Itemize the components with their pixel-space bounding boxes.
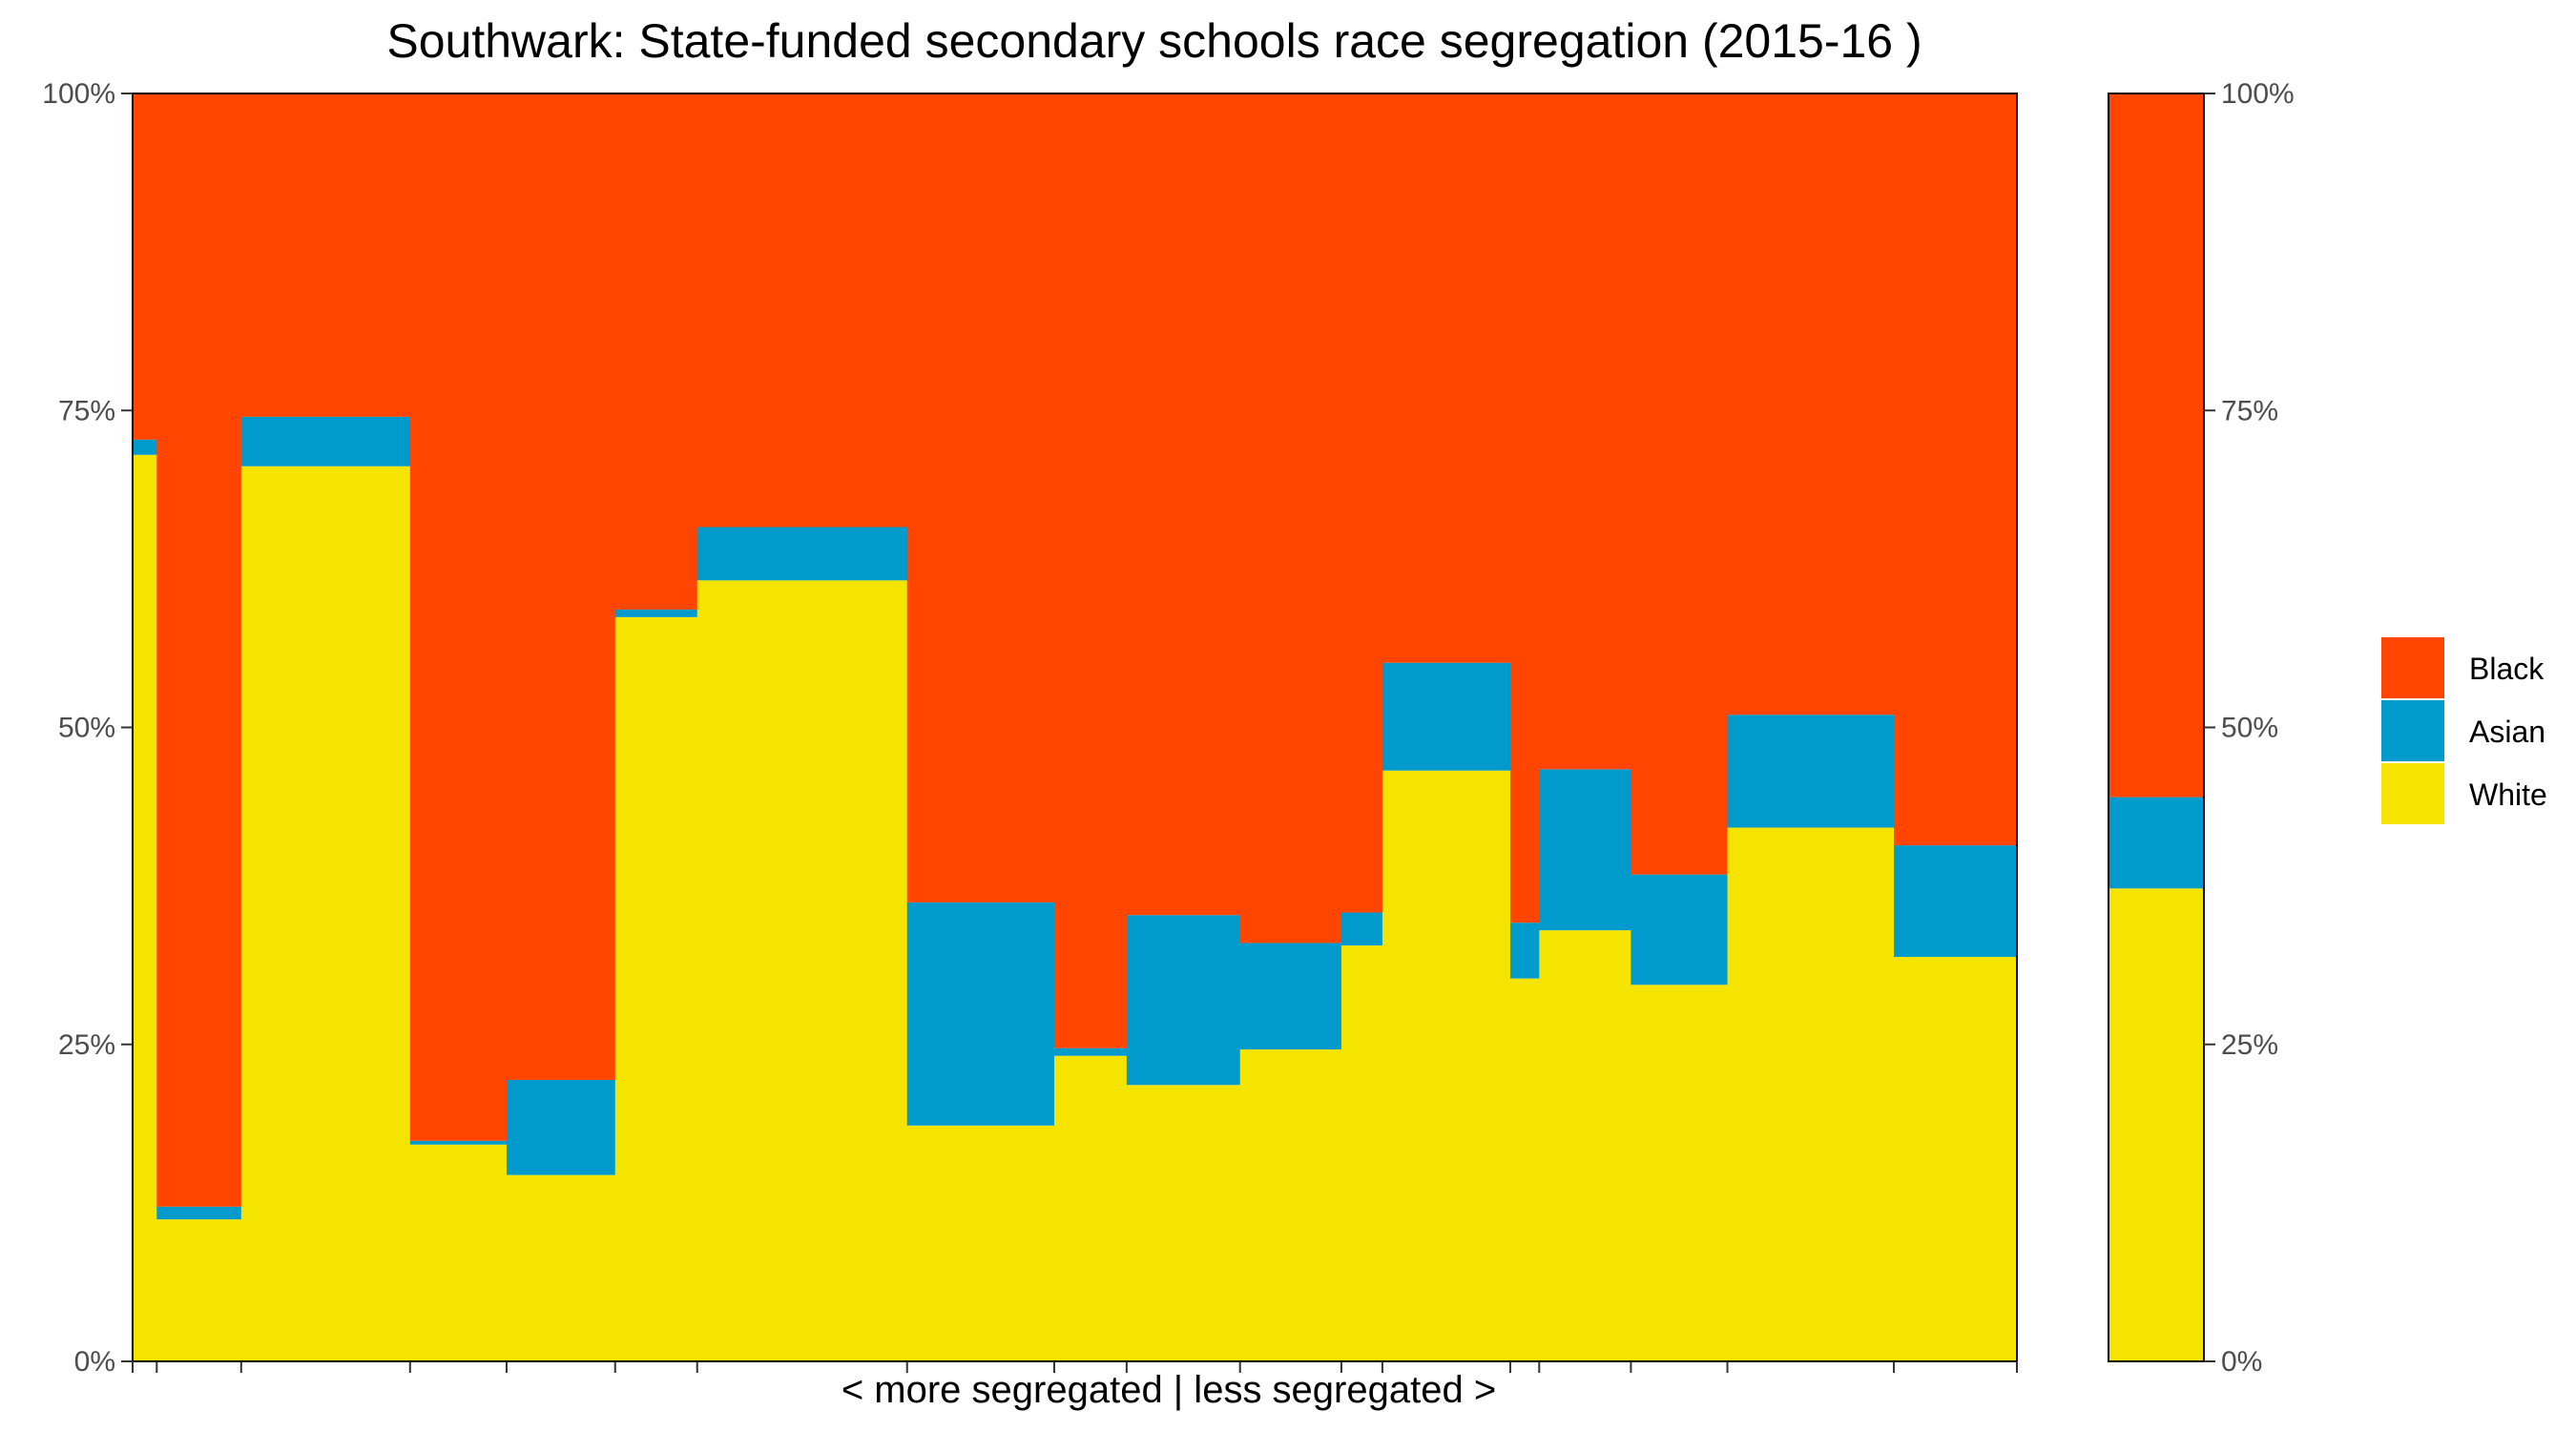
bar-asian-14: [1509, 923, 1540, 979]
legend-swatch-white: [2381, 763, 2444, 824]
bar-black-14: [1509, 93, 1540, 923]
bar-black-6: [614, 93, 698, 610]
bar-white-8: [906, 1125, 1055, 1361]
bar-black-13: [1381, 93, 1511, 663]
bar-black-16: [1631, 93, 1729, 875]
bar-asian-11: [1239, 943, 1342, 1050]
right-y-tick-label-1: 25%: [2221, 1029, 2278, 1061]
bar-asian-17: [1727, 715, 1895, 828]
bar-white-6: [614, 616, 698, 1361]
bar-asian-16: [1631, 874, 1729, 985]
bar-black-3: [240, 93, 411, 417]
left-y-axis: 0% 25% 50% 75% 100%: [42, 78, 133, 1378]
bar-asian-5: [506, 1079, 616, 1175]
summary-bar-asian: [2109, 797, 2204, 889]
bar-asian-15: [1539, 769, 1631, 931]
bar-white-16: [1631, 985, 1729, 1361]
bar-black-5: [506, 93, 616, 1080]
summary-bar-white: [2109, 888, 2204, 1361]
bar-asian-3: [240, 416, 411, 467]
x-axis-label: < more segregated | less segregated >: [841, 1369, 1496, 1411]
bar-white-9: [1054, 1055, 1128, 1361]
bar-asian-9: [1054, 1047, 1128, 1056]
right-y-axis: 0% 25% 50% 75% 100%: [2204, 78, 2295, 1378]
summary-bars: [2109, 93, 2204, 1361]
bar-white-3: [240, 466, 411, 1361]
bar-black-9: [1054, 93, 1128, 1048]
bar-asian-18: [1894, 845, 2018, 958]
right-y-tick-label-3: 75%: [2221, 395, 2278, 426]
bar-asian-12: [1340, 912, 1383, 946]
x-axis-ticks: [132, 1361, 2018, 1373]
bar-black-7: [696, 93, 908, 528]
bar-asian-13: [1381, 662, 1511, 771]
bar-black-8: [906, 93, 1055, 902]
legend-label-black: Black: [2469, 652, 2545, 686]
bar-white-13: [1381, 770, 1511, 1361]
bar-white-2: [156, 1219, 242, 1361]
bar-black-15: [1539, 93, 1631, 770]
bar-white-10: [1126, 1085, 1241, 1361]
bar-black-2: [156, 93, 242, 1207]
bar-black-4: [409, 93, 508, 1141]
left-y-tick-label-2: 50%: [58, 713, 115, 744]
bar-black-17: [1727, 93, 1895, 716]
bar-black-12: [1340, 93, 1383, 913]
summary-bar-black: [2109, 93, 2204, 798]
bar-white-12: [1340, 945, 1383, 1361]
bar-black-10: [1126, 93, 1241, 916]
bar-white-7: [696, 580, 908, 1361]
legend-label-white: White: [2469, 778, 2547, 812]
bar-white-5: [506, 1174, 616, 1361]
bar-white-1: [133, 454, 157, 1361]
bar-asian-8: [906, 902, 1055, 1126]
bar-white-11: [1239, 1049, 1342, 1361]
bar-black-11: [1239, 93, 1342, 944]
main-bars: [133, 93, 2018, 1361]
bar-black-18: [1894, 93, 2018, 846]
left-y-tick-label-0: 0%: [74, 1346, 115, 1378]
bar-white-18: [1894, 957, 2018, 1361]
right-y-tick-label-2: 50%: [2221, 713, 2278, 744]
bar-white-15: [1539, 930, 1631, 1361]
legend-swatch-asian: [2381, 700, 2444, 761]
left-y-tick-label-1: 25%: [58, 1029, 115, 1061]
bar-asian-7: [696, 527, 908, 581]
left-y-tick-label-4: 100%: [42, 78, 115, 110]
bar-asian-6: [614, 609, 698, 617]
right-y-tick-label-0: 0%: [2221, 1346, 2262, 1378]
bar-white-4: [409, 1144, 508, 1361]
legend-label-asian: Asian: [2469, 715, 2545, 749]
bar-white-17: [1727, 827, 1895, 1361]
bar-black-1: [133, 93, 157, 440]
legend: Black Asian White: [2381, 637, 2547, 824]
legend-swatch-black: [2381, 637, 2444, 698]
bar-asian-10: [1126, 915, 1241, 1086]
bar-asian-4: [409, 1140, 508, 1145]
bar-asian-2: [156, 1206, 242, 1220]
left-y-tick-label-3: 75%: [58, 395, 115, 426]
bar-asian-1: [133, 439, 157, 455]
right-y-tick-label-4: 100%: [2221, 78, 2295, 110]
bar-white-14: [1509, 978, 1540, 1361]
chart-title: Southwark: State-funded secondary school…: [386, 14, 1922, 68]
